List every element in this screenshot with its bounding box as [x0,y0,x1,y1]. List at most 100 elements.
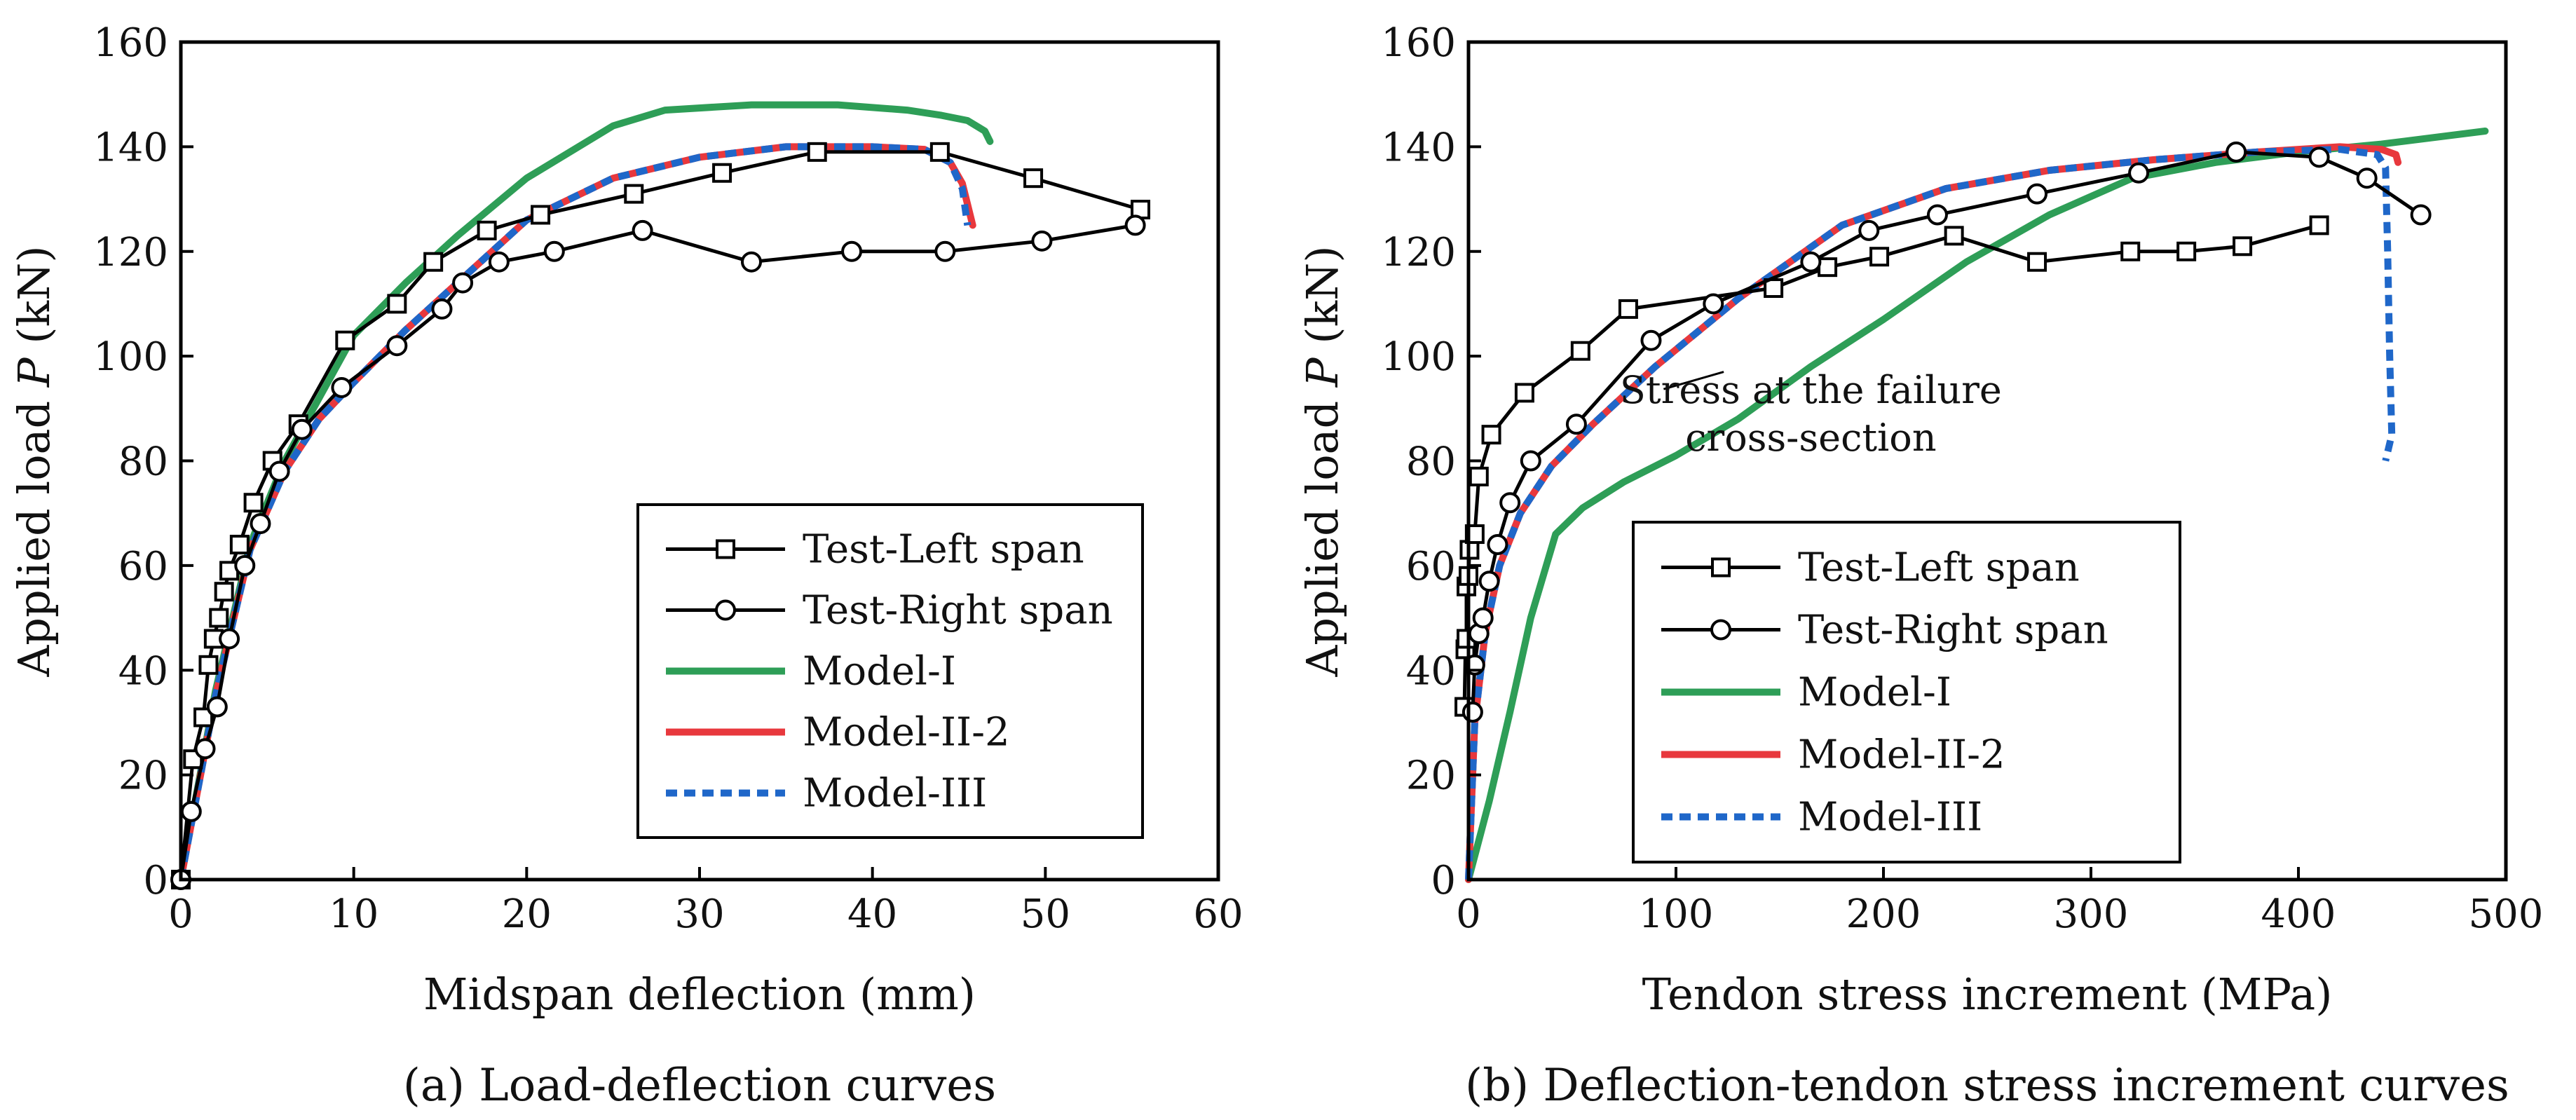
data-point-test-left-span [929,142,950,162]
y-tick-label: 80 [118,439,168,485]
data-point-test-left-span [1869,247,1890,267]
y-tick-label: 160 [93,20,168,66]
data-point-test-right-span [632,219,653,241]
x-tick-label: 200 [1846,892,1921,937]
panel-tendon-stress: Test-Left span Test-Right span Model-I Mode… [1297,20,2543,1112]
y-tick-label: 0 [1431,858,1456,903]
legend-marker-test-right-span [715,599,736,621]
x-tick-label: 0 [168,892,193,937]
data-point-test-right-span [1703,293,1724,315]
data-point-test-right-span [1858,219,1880,241]
legend-label-model-ii-2: Model-II-2 [803,710,1010,756]
data-point-test-left-span [2120,241,2141,261]
legend-label-model-i: Model-I [1798,670,1951,716]
data-point-test-right-span [1031,230,1053,252]
y-axis-title-text: Applied load [8,387,60,677]
data-point-test-right-span [386,335,408,357]
axis-ticks-load-deflection: 0 10 20 30 40 50 60 0 20 40 60 80 100 120 140 160 [93,20,1243,937]
data-point-test-left-span [229,535,250,554]
caption-load-deflection: (a) Load-deflection curves [403,1060,996,1112]
data-point-test-right-span [543,240,565,262]
y-tick-label: 20 [118,753,168,799]
annotation-arrow [1663,371,1724,390]
legend-marker-test-right-span [1710,619,1731,641]
data-point-test-right-span [268,460,290,482]
data-point-test-left-span [1468,466,1489,486]
data-point-test-right-span [1565,414,1587,435]
data-point-test-left-span [198,655,219,675]
x-tick-label: 0 [1456,892,1481,937]
legend-label-model-iii: Model-III [1798,795,1982,840]
x-tick-label: 20 [502,892,552,937]
data-point-test-left-span [1618,299,1638,319]
data-point-test-left-span [2176,241,2197,261]
data-point-test-right-span [180,800,202,822]
legend-tendon-stress: Test-Left span Test-Right span Model-I Mode… [1632,521,2181,863]
data-point-test-left-span [807,142,827,162]
data-point-test-left-span [531,205,551,225]
panel-load-deflection: Test-Left span Test-Right span Model-I Mode… [8,20,1243,1112]
data-point-test-left-span [624,184,644,204]
legend-label-test-left-span: Test-Left span [1798,545,2080,591]
data-point-test-right-span [1478,571,1500,592]
data-point-test-left-span [1481,425,1501,445]
y-tick-label: 60 [118,544,168,589]
data-point-test-right-span [1487,534,1508,555]
legend-label-model-ii-2: Model-II-2 [1798,732,2005,778]
y-axis-title-variable: P [8,357,60,388]
axis-ticks-tendon-stress: 0 100 200 300 400 500 0 20 40 60 80 100 120 140 160 [1381,20,2543,937]
data-point-test-left-span [2309,215,2329,235]
data-point-test-left-span [477,220,497,240]
legend-label-model-i: Model-I [803,649,956,695]
data-point-test-right-span [331,376,353,398]
x-tick-label: 40 [847,892,897,937]
x-tick-label: 100 [1639,892,1714,937]
data-point-test-left-span [2233,236,2253,257]
data-point-test-right-span [2026,183,2048,205]
y-tick-label: 140 [1381,125,1456,170]
legend-label-test-right-span: Test-Right span [803,588,1113,634]
data-point-test-left-span [387,294,407,314]
legend-label-model-iii: Model-III [803,771,987,817]
data-point-test-right-span [291,418,313,440]
y-axis-title-variable: P [1297,357,1348,388]
y-tick-label: 100 [1381,334,1456,380]
data-point-test-left-span [423,252,444,272]
data-point-test-right-span [1800,251,1822,273]
y-tick-label: 60 [1406,544,1456,589]
data-point-test-right-span [194,738,216,760]
data-point-test-left-span [1514,383,1534,403]
data-point-test-right-span [488,251,510,273]
annotation-text-line1: Stress at the failure [1620,368,2002,412]
data-point-test-right-span [2356,168,2378,189]
y-axis-title-unit: (kN) [1297,245,1348,357]
data-point-test-right-span [234,554,256,576]
y-tick-label: 40 [118,648,168,694]
data-point-test-right-span [206,696,228,718]
data-point-test-right-span [2128,162,2150,184]
data-point-test-left-span [243,493,264,513]
x-tick-label: 500 [2469,892,2544,937]
data-point-test-left-span [1944,226,1964,246]
data-point-test-right-span [1520,450,1541,472]
x-tick-label: 10 [329,892,379,937]
data-point-test-left-span [335,330,355,350]
x-tick-label: 30 [674,892,724,937]
y-tick-label: 120 [93,230,168,275]
data-point-test-left-span [1570,341,1590,361]
data-point-test-right-span [741,251,762,273]
legend-load-deflection: Test-Left span Test-Right span Model-I Mode… [636,503,1144,839]
y-axis-title-load-deflection: Applied load P (kN) [8,245,60,677]
legend-label-test-right-span: Test-Right span [1798,608,2108,653]
caption-tendon-stress: (b) Deflection-tendon stress increment c… [1465,1060,2509,1112]
data-point-test-left-span [1818,257,1838,278]
x-axis-title-load-deflection: Midspan deflection (mm) [423,969,976,1020]
data-point-test-right-span [2226,141,2247,163]
y-tick-label: 140 [93,125,168,170]
data-point-test-left-span [214,582,234,602]
x-tick-label: 60 [1193,892,1243,937]
y-axis-title-unit: (kN) [8,245,60,357]
data-point-test-right-span [934,240,956,262]
data-point-test-right-span [1499,492,1521,514]
